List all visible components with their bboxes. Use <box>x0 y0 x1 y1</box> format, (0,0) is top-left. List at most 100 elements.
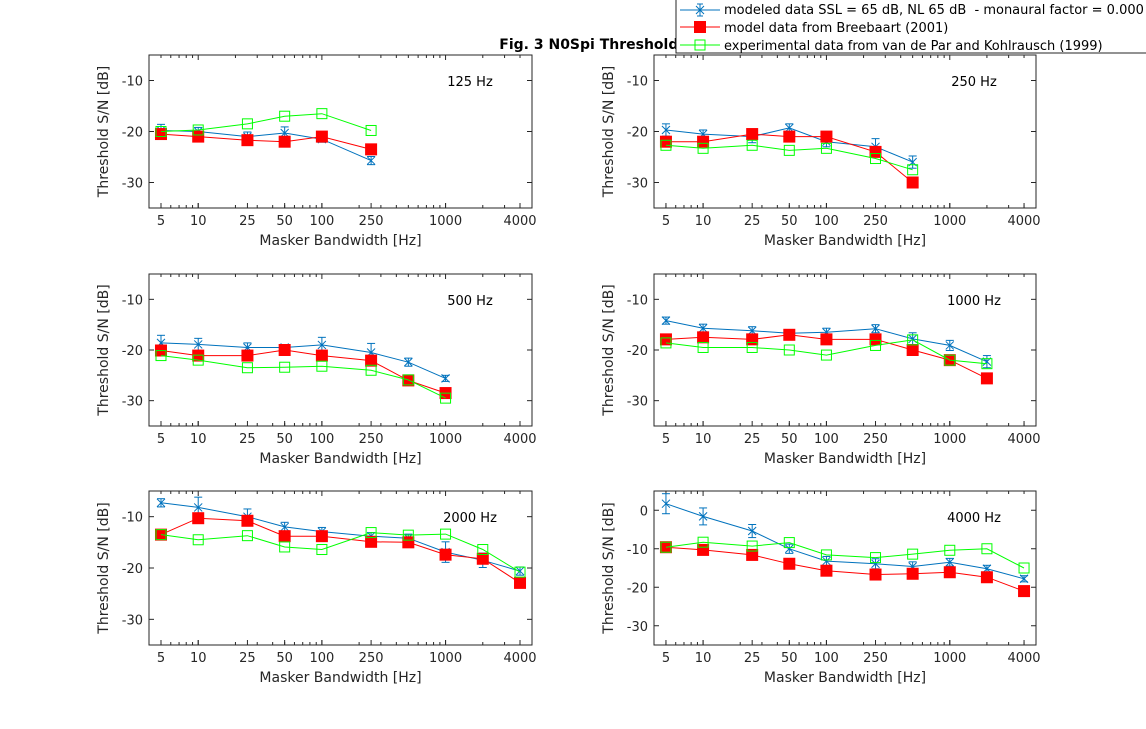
y-axis-label: Threshold S/N [dB] <box>96 502 112 634</box>
x-tick-label: 25 <box>744 432 761 447</box>
subplot-2000-hz: 5 10 25 50 100 250 1000 4000 -10 -20 -30 Masker Ban… <box>96 490 537 686</box>
series-line <box>665 546 1025 592</box>
x-tick-label: 10 <box>190 432 207 447</box>
x-tick-label: 250 <box>359 214 384 229</box>
x-tick-label: 100 <box>309 432 334 447</box>
data-point-open-square <box>155 126 167 137</box>
series-experimental <box>660 334 993 370</box>
subplot-125-hz: 5 10 25 50 100 250 1000 4000 -10 -20 -30 Masker Ban… <box>96 54 537 249</box>
data-point-filled-square <box>783 130 796 143</box>
data-point-open-square <box>660 337 672 349</box>
data-point-open-square <box>440 528 452 540</box>
series-line <box>665 541 1025 569</box>
y-tick-label: -10 <box>627 293 648 308</box>
data-point-filled-square <box>192 130 205 143</box>
data-point-open-square <box>660 541 672 553</box>
legend-open-square-icon <box>694 39 706 51</box>
x-tick-label: 50 <box>276 432 293 447</box>
data-point-open-square <box>155 529 167 541</box>
x-axis-label: Masker Bandwidth [Hz] <box>259 670 421 686</box>
data-point-x-marker <box>193 337 203 352</box>
x-tick-label: 5 <box>662 214 670 229</box>
data-point-filled-square <box>278 344 291 356</box>
series-line <box>160 502 521 572</box>
x-marker-stroke <box>871 559 880 569</box>
data-point-open-square <box>820 142 832 154</box>
series-Breebaart <box>659 541 1031 598</box>
data-point-x-marker <box>945 339 955 352</box>
x-tick-label: 1000 <box>429 432 462 447</box>
data-point-filled-square <box>659 541 672 554</box>
x-axis-label: Masker Bandwidth [Hz] <box>259 451 421 467</box>
data-point-filled-square <box>783 557 796 570</box>
x-tick-label: 4000 <box>1007 651 1040 666</box>
x-tick-label: 50 <box>781 651 798 666</box>
x-marker-stroke <box>661 125 671 135</box>
data-point-x-marker <box>747 523 757 539</box>
y-tick-label: -20 <box>627 126 648 141</box>
data-point-x-marker <box>945 557 955 567</box>
data-point-open-square <box>365 527 377 539</box>
x-tick-label: 50 <box>781 214 798 229</box>
y-tick-label: -10 <box>122 511 143 526</box>
data-point-filled-square <box>906 567 919 580</box>
y-tick-label: -10 <box>122 75 143 90</box>
y-tick-label: -20 <box>627 581 648 596</box>
series-modeled <box>661 493 1029 584</box>
data-point-open-square <box>402 374 414 386</box>
data-point-open-square <box>907 548 919 560</box>
data-point-open-square <box>365 124 377 136</box>
y-tick-label: -10 <box>122 293 143 308</box>
x-tick-label: 250 <box>863 651 888 666</box>
data-point-open-square <box>316 360 328 372</box>
series-experimental <box>155 350 452 404</box>
data-point-open-square <box>155 350 167 362</box>
legend-entry-breebaart: model data from Breebaart (2001) <box>680 21 948 36</box>
data-point-filled-square <box>402 536 415 549</box>
x-tick-label: 4000 <box>1007 432 1040 447</box>
x-marker-stroke <box>747 526 757 536</box>
legend-filled-square-icon <box>694 21 706 33</box>
x-tick-label: 100 <box>814 651 839 666</box>
series-experimental <box>660 536 1030 574</box>
x-tick-label: 4000 <box>503 432 536 447</box>
subplot-250-hz: 5 10 25 50 100 250 1000 4000 -10 -20 -30 Masker Ban… <box>601 54 1041 249</box>
figure-title: Fig. 3 N0Spi Thresholds <box>499 37 686 53</box>
y-tick-label: -20 <box>122 344 143 359</box>
y-tick-label: -30 <box>627 395 648 410</box>
data-point-open-square <box>870 552 882 564</box>
data-point-filled-square <box>154 528 167 541</box>
legend-entry-experimental: experimental data from van de Par and Ko… <box>680 39 1103 54</box>
x-marker-stroke <box>945 341 955 350</box>
series-line <box>160 355 446 399</box>
series-experimental <box>660 139 919 176</box>
data-point-open-square <box>697 341 709 353</box>
data-point-filled-square <box>697 331 710 344</box>
data-point-filled-square <box>783 328 796 341</box>
y-tick-label: -30 <box>122 395 143 410</box>
data-point-open-square <box>944 354 956 366</box>
data-point-filled-square <box>980 372 993 385</box>
data-point-filled-square <box>476 552 489 565</box>
legend-box <box>675 0 1146 54</box>
x-marker-stroke <box>784 544 794 554</box>
x-tick-label: 5 <box>157 214 165 229</box>
x-marker-stroke <box>515 566 525 576</box>
x-marker-stroke <box>661 499 671 509</box>
series-Breebaart <box>659 128 919 189</box>
series-Breebaart <box>154 344 452 400</box>
y-axis-label: Threshold S/N [dB] <box>96 66 112 198</box>
legend-entry-modeled: modeled data SSL = 65 dB, NL 65 dB - mon… <box>680 3 1144 18</box>
x-tick-label: 100 <box>814 432 839 447</box>
subplot-500-hz: 5 10 25 50 100 250 1000 4000 -10 -20 -30 Masker Ban… <box>96 273 537 467</box>
y-axis-label: Threshold S/N [dB] <box>601 284 617 416</box>
data-point-open-square <box>514 566 526 578</box>
data-point-filled-square <box>278 530 291 543</box>
x-tick-label: 5 <box>662 432 670 447</box>
panel-label: 250 Hz <box>951 75 997 90</box>
x-tick-label: 50 <box>781 432 798 447</box>
x-axis-label: Masker Bandwidth [Hz] <box>764 670 926 686</box>
x-tick-label: 10 <box>695 432 712 447</box>
x-tick-label: 10 <box>695 214 712 229</box>
data-point-open-square <box>870 339 882 351</box>
